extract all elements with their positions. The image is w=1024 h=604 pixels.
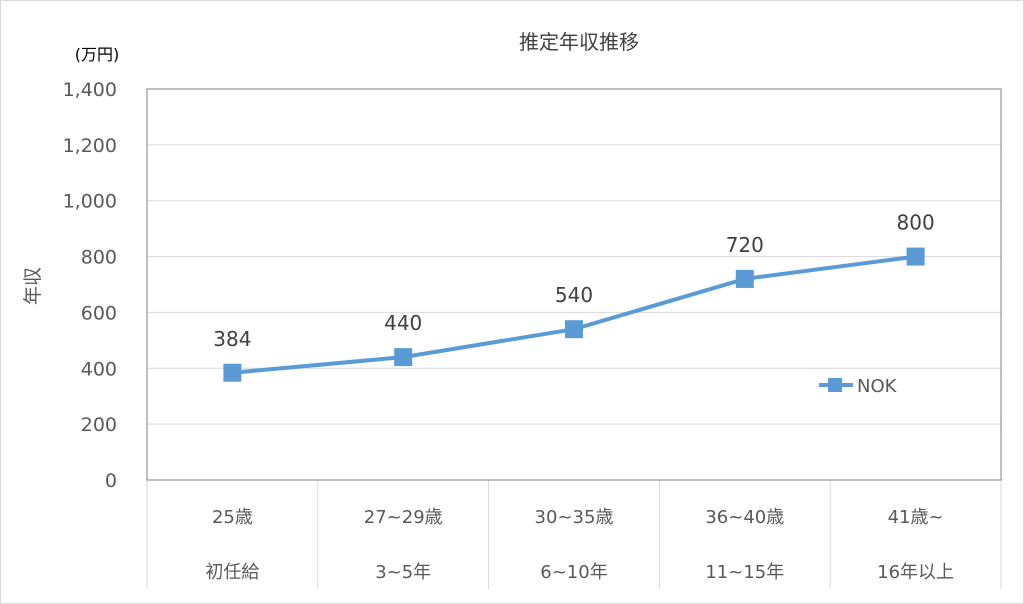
data-label: 800: [897, 211, 935, 235]
data-label: 540: [555, 283, 593, 307]
data-point-marker: [906, 247, 925, 266]
y-tick-label: 200: [81, 414, 117, 436]
data-labels: 384 440 540 720 800: [213, 211, 934, 351]
x-category-label-age: 30~35歳: [535, 507, 614, 528]
data-point-marker: [735, 269, 754, 288]
x-category-label-age: 25歳: [212, 507, 253, 528]
plot-area-border: [146, 88, 1002, 481]
x-category-label-tenure: 初任給: [205, 562, 259, 583]
legend-marker-swatch: [828, 378, 842, 392]
y-tick-labels: 0 200 400 600 800 1,000 1,200 1,400: [63, 79, 117, 492]
chart-title: 推定年収推移: [519, 30, 639, 54]
x-category-label-age: 41歳~: [888, 507, 944, 528]
legend: NOK: [819, 376, 898, 397]
y-tick-label: 800: [81, 247, 117, 269]
y-tick-label: 1,000: [63, 191, 117, 213]
x-category-label-age: 36~40歳: [705, 507, 784, 528]
data-label: 440: [384, 311, 422, 335]
plot-border: [146, 88, 1002, 481]
legend-label: NOK: [857, 376, 898, 397]
x-category-label-tenure: 6~10年: [540, 562, 607, 583]
data-point-marker: [565, 320, 583, 339]
y-tick-label: 400: [81, 358, 117, 380]
y-tick-label: 1,400: [63, 79, 117, 101]
y-axis-title: 年収: [22, 267, 44, 305]
data-label: 720: [726, 233, 764, 257]
x-category-label-age: 27~29歳: [364, 507, 443, 528]
series-line: [230, 254, 918, 375]
x-category-label-tenure: 3~5年: [375, 562, 431, 583]
x-category-label-tenure: 11~15年: [705, 562, 784, 583]
gridlines: [147, 88, 1001, 425]
y-tick-label: 0: [105, 470, 117, 492]
y-tick-label: 1,200: [63, 135, 117, 157]
data-label: 384: [213, 327, 251, 351]
y-unit-label: (万円): [75, 45, 120, 64]
data-point-marker: [394, 348, 413, 367]
y-tick-label: 600: [81, 302, 117, 324]
x-category-label-tenure: 16年以上: [877, 562, 954, 583]
data-point-marker: [223, 363, 242, 382]
series-nok: [223, 247, 925, 382]
